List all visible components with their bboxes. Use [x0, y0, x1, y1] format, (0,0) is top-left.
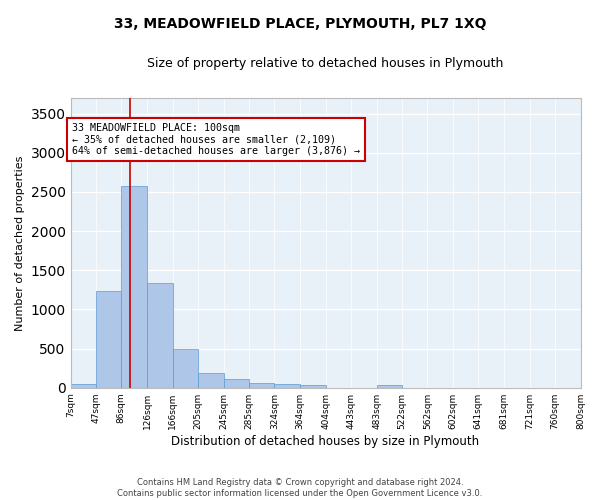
Y-axis label: Number of detached properties: Number of detached properties — [15, 155, 25, 330]
Bar — [198, 373, 224, 388]
Text: 33, MEADOWFIELD PLACE, PLYMOUTH, PL7 1XQ: 33, MEADOWFIELD PLACE, PLYMOUTH, PL7 1XQ — [114, 18, 486, 32]
Text: Contains HM Land Registry data © Crown copyright and database right 2024.
Contai: Contains HM Land Registry data © Crown c… — [118, 478, 482, 498]
X-axis label: Distribution of detached houses by size in Plymouth: Distribution of detached houses by size … — [172, 434, 479, 448]
Bar — [173, 348, 198, 388]
Bar — [121, 186, 147, 388]
Bar — [377, 386, 402, 388]
Bar — [224, 380, 250, 388]
Bar — [274, 384, 300, 388]
Bar — [96, 292, 121, 388]
Text: 33 MEADOWFIELD PLACE: 100sqm
← 35% of detached houses are smaller (2,109)
64% of: 33 MEADOWFIELD PLACE: 100sqm ← 35% of de… — [72, 123, 360, 156]
Bar — [147, 283, 173, 388]
Bar — [71, 384, 96, 388]
Bar — [250, 384, 274, 388]
Bar — [300, 386, 326, 388]
Title: Size of property relative to detached houses in Plymouth: Size of property relative to detached ho… — [148, 58, 504, 70]
